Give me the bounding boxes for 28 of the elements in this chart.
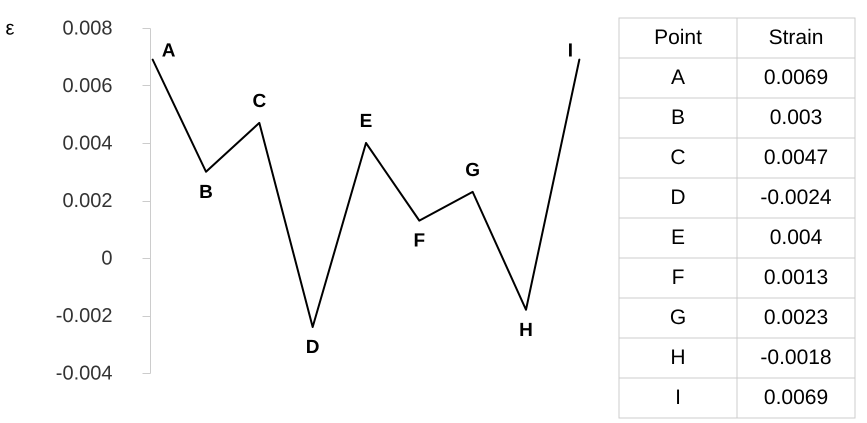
y-tick-label: -0.004 xyxy=(56,362,112,384)
y-tick-label: 0.002 xyxy=(62,190,112,212)
data-label: 0.0069 xyxy=(764,66,828,89)
category-label: I xyxy=(675,386,681,409)
data-label: 0.004 xyxy=(770,226,823,249)
category-label: G xyxy=(670,306,686,329)
category-label: A xyxy=(670,66,686,89)
y-tick-label: -0.002 xyxy=(56,305,112,327)
data-label: 0.0013 xyxy=(764,266,828,289)
y-tick-label: 0 xyxy=(101,248,112,270)
category-label: B xyxy=(670,106,686,129)
category-label: E xyxy=(670,226,686,249)
data-label: -0.0024 xyxy=(760,186,832,209)
category-label: H xyxy=(670,346,686,369)
data-label: 0.0047 xyxy=(764,146,828,169)
data-label: 0.003 xyxy=(770,106,822,129)
category-label: F xyxy=(672,266,684,289)
data-label: -0.0018 xyxy=(760,346,832,369)
y-tick-label: 0.006 xyxy=(62,75,112,97)
category-label: C xyxy=(670,146,686,169)
data-label: 0.0023 xyxy=(764,306,828,329)
text: Point xyxy=(654,26,702,49)
y-tick-label: 0.008 xyxy=(62,18,112,40)
category-label: D xyxy=(670,186,686,209)
y-tick-label: 0.004 xyxy=(62,132,112,154)
text: Strain xyxy=(768,26,824,49)
y-axis-title: ε xyxy=(6,18,14,40)
data-label: 0.0069 xyxy=(764,386,828,409)
